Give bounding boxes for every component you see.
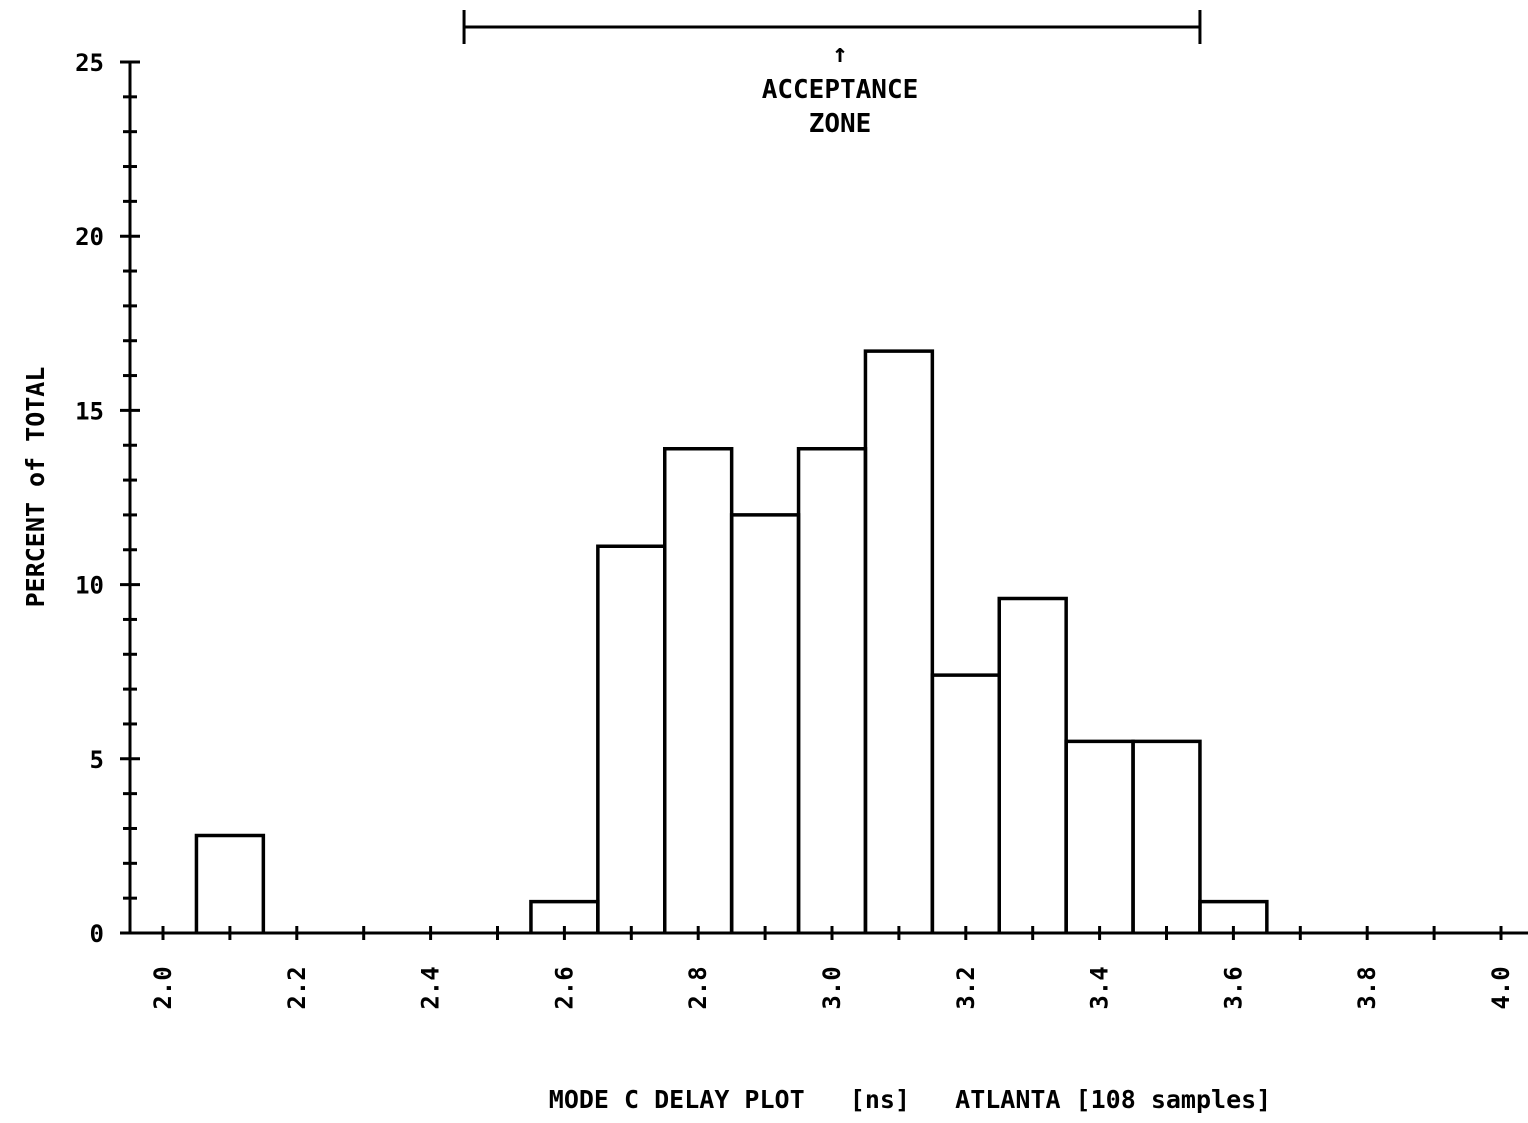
y-tick-label: 10 (75, 572, 104, 600)
acceptance-zone: ↑ ACCEPTANCE ZONE (462, 10, 1202, 139)
y-tick-label: 25 (75, 49, 104, 77)
histogram-bar (194, 833, 266, 933)
histogram-bar (796, 446, 868, 933)
y-tick-label: 0 (90, 920, 104, 948)
x-tick-label: 3.8 (1353, 966, 1381, 1009)
y-tick-label: 5 (90, 746, 104, 774)
x-tick-label: 3.0 (818, 966, 846, 1009)
x-tick-label: 2.2 (283, 966, 311, 1009)
acceptance-zone-label-line1: ACCEPTANCE (762, 75, 919, 105)
x-tick-label: 2.0 (149, 966, 177, 1009)
x-tick-label: 2.6 (550, 966, 578, 1009)
x-tick-label: 3.4 (1086, 966, 1114, 1009)
axes: 0 5 10 15 20 25 2.0 2.2 2.4 2.6 2.8 3.0 3.2 3.4 3.6 3.8… (75, 49, 1528, 1010)
acceptance-zone-label-line2: ZONE (809, 109, 872, 139)
histogram-bar (1131, 739, 1202, 933)
y-tick-label: 15 (75, 397, 104, 425)
histogram-bar (1198, 899, 1269, 933)
x-tick-label: 4.0 (1487, 966, 1515, 1009)
histogram-bar (997, 596, 1068, 933)
x-tick-label: 2.4 (417, 966, 445, 1009)
histogram-bar (596, 544, 667, 933)
y-tick-label: 20 (75, 223, 104, 251)
histogram-bar (1064, 739, 1135, 933)
y-axis-title: PERCENT of TOTAL (21, 367, 50, 608)
x-tick-label: 2.8 (684, 966, 712, 1009)
histogram-bars (194, 349, 1269, 933)
histogram-bar (930, 673, 1001, 933)
x-tick-label: 3.6 (1219, 966, 1247, 1009)
histogram-bar (863, 349, 935, 933)
histogram-bar (729, 513, 801, 933)
acceptance-zone-arrow: ↑ (832, 39, 848, 69)
x-tick-label: 3.2 (952, 966, 980, 1009)
histogram-bar (663, 446, 734, 933)
x-axis-title: MODE C DELAY PLOT [ns] ATLANTA [108 samp… (549, 1085, 1271, 1114)
